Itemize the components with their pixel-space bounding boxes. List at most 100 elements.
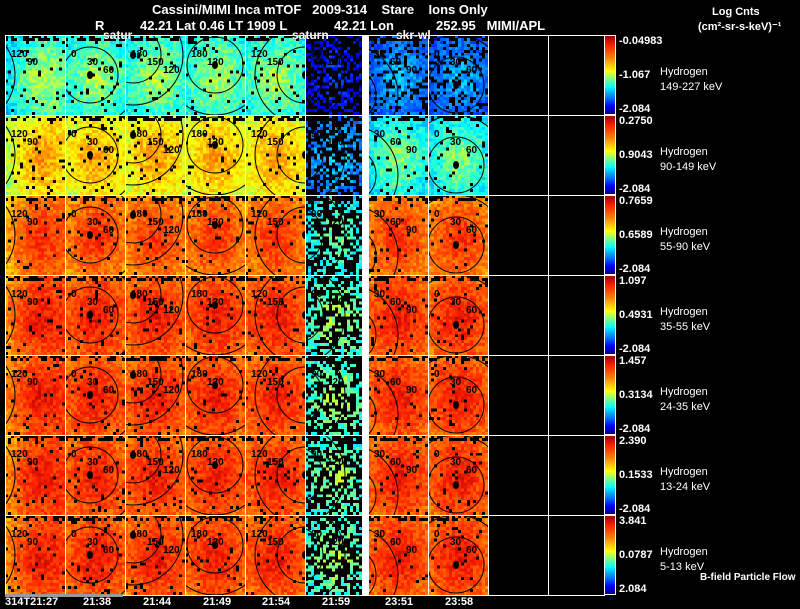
contour-line xyxy=(368,128,399,195)
instrument-title: Cassini/MIMI Inca mTOF xyxy=(152,2,302,17)
field-direction-marker xyxy=(302,471,305,479)
contour-line xyxy=(305,288,324,342)
contour-line xyxy=(368,48,399,115)
contour-line xyxy=(65,126,119,184)
contour-line xyxy=(305,448,324,502)
contour-label: 90 xyxy=(311,369,323,380)
contour-label: 60 xyxy=(390,137,402,148)
colorbar-mid-label: 0.4931 xyxy=(619,309,653,321)
colorbar-max-label: 2.390 xyxy=(619,435,647,447)
contour-label: 0 xyxy=(434,129,440,140)
channel-label: Hydrogen 24-35 keV xyxy=(660,385,710,415)
grid-vline xyxy=(125,35,126,595)
contour-label: 60 xyxy=(466,65,478,76)
field-direction-marker xyxy=(212,61,218,69)
contour-label: 30 xyxy=(374,129,386,140)
image-panel xyxy=(548,35,608,115)
contour-line xyxy=(186,356,244,414)
grid-vline xyxy=(428,35,429,595)
contour-line xyxy=(428,355,488,368)
contour-overlay: 30 60 90 xyxy=(368,208,418,275)
image-panel: 120 90 xyxy=(5,275,65,355)
contour-line xyxy=(125,355,162,404)
contour-label: 120 xyxy=(163,465,180,476)
energy-range: 5-13 keV xyxy=(660,561,705,573)
contour-overlay: 30 60 90 xyxy=(368,528,418,595)
contour-line xyxy=(65,526,119,584)
grid-vline xyxy=(65,35,66,595)
field-direction-marker xyxy=(87,71,93,79)
field-direction-marker xyxy=(87,151,93,159)
contour-label: 180 xyxy=(131,129,148,140)
contour-line xyxy=(186,276,244,334)
contour-line xyxy=(5,204,16,266)
heatmap-canvas xyxy=(65,435,125,515)
contour-line xyxy=(324,355,346,435)
contour-overlay: 0 30 60 xyxy=(65,195,125,275)
contour-label: 90 xyxy=(27,537,39,548)
image-panel: 0 30 60 xyxy=(65,515,125,595)
time-label: 21:54 xyxy=(262,596,291,608)
contour-line xyxy=(428,35,488,48)
heatmap-canvas xyxy=(65,35,125,115)
contour-line xyxy=(428,376,485,434)
contour-label: 120 xyxy=(11,209,28,220)
contour-line xyxy=(186,116,244,174)
lon-source: 252.95 MIMI/APL xyxy=(436,18,545,33)
contour-label: 120 xyxy=(11,449,28,460)
contour-label: 0 xyxy=(434,449,440,460)
contour-line xyxy=(65,366,119,424)
grid-vline xyxy=(245,35,246,595)
contour-line xyxy=(428,275,488,288)
contour-line xyxy=(5,44,16,106)
species-name: Hydrogen xyxy=(660,466,708,478)
field-direction-marker xyxy=(87,391,93,399)
contour-line xyxy=(125,35,184,106)
contour-label: 120 xyxy=(11,49,28,60)
colorbar-max-label: 1.097 xyxy=(619,275,647,287)
contour-label: 30 xyxy=(374,209,386,220)
colorbar-min-label: -2.084 xyxy=(619,103,651,115)
contour-overlay: 0 30 60 xyxy=(65,355,125,435)
contour-line xyxy=(305,208,324,262)
contour-label: 90 xyxy=(311,449,323,460)
contour-label: 150 xyxy=(267,217,284,228)
channel-label: Hydrogen 90-149 keV xyxy=(660,145,716,175)
grid-hline xyxy=(5,195,605,196)
contour-label: 150 xyxy=(147,137,164,148)
contour-label: 30 xyxy=(87,297,99,308)
image-panel xyxy=(488,355,548,435)
ephemeris-line: 42.21 Lat 0.46 LT 1909 L xyxy=(140,18,287,33)
contour-label: 150 xyxy=(147,537,164,548)
grid-hline xyxy=(5,115,605,116)
contour-line xyxy=(125,195,184,266)
contour-label: 0 xyxy=(71,209,77,220)
heatmap-canvas xyxy=(185,35,245,115)
contour-line xyxy=(276,206,305,264)
contour-label: 120 xyxy=(251,289,268,300)
column-header: skr-wl xyxy=(396,28,431,42)
contour-label: 120 xyxy=(163,305,180,316)
image-panel xyxy=(548,195,608,275)
contour-label: 30 xyxy=(450,537,462,548)
contour-overlay: 30 60 90 xyxy=(368,48,418,115)
species-name: Hydrogen xyxy=(660,226,708,238)
grid-vline xyxy=(305,35,306,595)
heatmap-canvas xyxy=(185,275,245,355)
contour-line xyxy=(186,196,244,254)
lat-label: Lat xyxy=(176,18,196,33)
image-panel: 0 30 60 xyxy=(65,275,125,355)
image-panel: 30 60 90 xyxy=(368,275,428,355)
column-header: saturn xyxy=(292,28,329,42)
heatmap-canvas xyxy=(305,275,365,355)
grid-hline xyxy=(5,355,605,356)
contour-line xyxy=(125,515,162,564)
field-direction-marker xyxy=(87,311,93,319)
image-panel: 0 30 60 xyxy=(428,195,488,275)
colorbar xyxy=(604,435,616,515)
